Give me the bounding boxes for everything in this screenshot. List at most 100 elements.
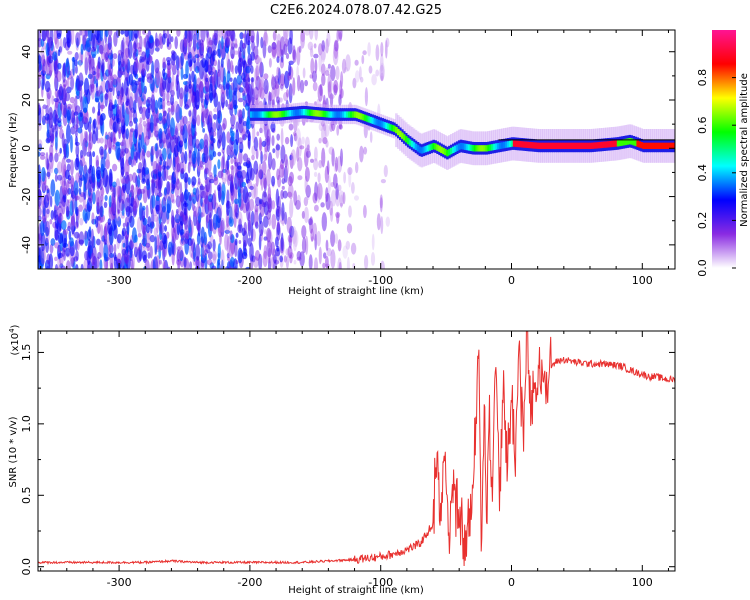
noise-cell: [267, 45, 272, 54]
ridge-core: [402, 134, 406, 141]
noise-cell: [338, 94, 342, 106]
ridge-core: [495, 143, 498, 150]
ridge-core: [369, 116, 373, 124]
ridge-core: [654, 142, 657, 149]
ridge-core: [328, 111, 331, 118]
noise-cell: [146, 150, 151, 158]
colorbar-tick-label: 0.0: [696, 259, 709, 277]
noise-cell: [260, 150, 263, 165]
noise-cell: [253, 160, 259, 175]
noise-cell: [107, 222, 113, 235]
noise-cell: [70, 159, 74, 176]
noise-cell: [198, 80, 204, 93]
noise-cell: [250, 210, 255, 226]
noise-cell: [95, 78, 99, 88]
noise-cell: [310, 228, 314, 242]
noise-cell: [188, 30, 194, 42]
ridge-core: [540, 142, 543, 149]
noise-cell: [289, 198, 294, 219]
noise-cell: [256, 131, 260, 137]
noise-cell: [292, 77, 296, 96]
noise-cell: [276, 219, 280, 231]
noise-cell: [69, 96, 75, 104]
noise-cell: [297, 175, 303, 181]
noise-cell: [289, 154, 293, 161]
ridge-core: [391, 124, 394, 132]
noise-cell: [234, 43, 238, 49]
ridge-core: [446, 150, 449, 157]
noise-cell: [371, 233, 375, 251]
noise-cell: [283, 165, 288, 183]
noise-cell: [261, 140, 267, 147]
noise-cell: [137, 246, 141, 251]
ridge-core: [387, 123, 390, 130]
ridge-core: [481, 145, 484, 152]
noise-cell: [145, 33, 149, 39]
noise-cell: [309, 48, 314, 58]
noise-cell: [141, 132, 145, 150]
noise-cell: [281, 185, 285, 190]
noise-cell: [205, 30, 209, 39]
ridge-core: [348, 111, 351, 118]
noise-cell: [44, 185, 49, 191]
noise-cell: [344, 66, 349, 73]
noise-cell: [70, 175, 75, 187]
colorbar-tick-label: 0.4: [696, 164, 709, 182]
noise-cell: [271, 46, 277, 59]
noise-cell: [310, 45, 313, 53]
noise-cell: [138, 134, 142, 141]
noise-cell: [342, 245, 348, 259]
noise-cell: [150, 178, 156, 184]
noise-cell: [103, 226, 108, 245]
noise-cell: [100, 79, 106, 94]
noise-cell: [253, 45, 259, 60]
noise-cell: [113, 185, 117, 198]
noise-cell: [276, 56, 280, 63]
noise-cell: [109, 243, 114, 254]
noise-cell: [143, 124, 147, 144]
ridge-core: [463, 143, 467, 150]
noise-cell: [283, 31, 288, 41]
noise-cell: [135, 122, 138, 139]
noise-cell: [38, 215, 42, 221]
noise-cell: [86, 151, 91, 157]
noise-cell: [172, 64, 177, 76]
noise-cell: [38, 77, 41, 89]
noise-cell: [200, 30, 206, 43]
noise-cell: [301, 210, 305, 219]
noise-cell: [54, 256, 58, 262]
noise-cell: [330, 207, 334, 222]
noise-cell: [66, 123, 71, 144]
noise-cell: [304, 136, 310, 152]
noise-cell: [350, 242, 357, 255]
noise-cell: [318, 53, 323, 72]
noise-cell: [363, 146, 368, 155]
noise-cell: [45, 237, 48, 247]
noise-cell: [65, 199, 70, 218]
noise-cell: [52, 51, 58, 61]
noise-cell: [99, 199, 103, 217]
noise-cell: [121, 101, 125, 119]
noise-cell: [333, 173, 338, 189]
noise-cell: [175, 195, 181, 208]
noise-cell: [312, 81, 318, 92]
noise-cell: [121, 82, 124, 98]
noise-cell: [179, 161, 185, 174]
noise-cell: [74, 59, 78, 67]
noise-cell: [208, 172, 213, 177]
noise-cell: [306, 144, 310, 151]
noise-cell: [166, 181, 171, 195]
ridge-core: [669, 142, 673, 149]
noise-cell: [336, 124, 340, 136]
noise-cell: [195, 57, 201, 62]
noise-cell: [124, 147, 129, 154]
noise-cell: [159, 97, 163, 103]
noise-cell: [291, 226, 297, 245]
ridge-core: [263, 111, 267, 118]
noise-cell: [203, 133, 209, 148]
noise-cell: [313, 158, 319, 171]
noise-cell: [325, 38, 329, 54]
colorbar-tick-label: 0.8: [696, 69, 709, 87]
noise-cell: [212, 239, 216, 252]
ridge-core: [650, 142, 653, 149]
